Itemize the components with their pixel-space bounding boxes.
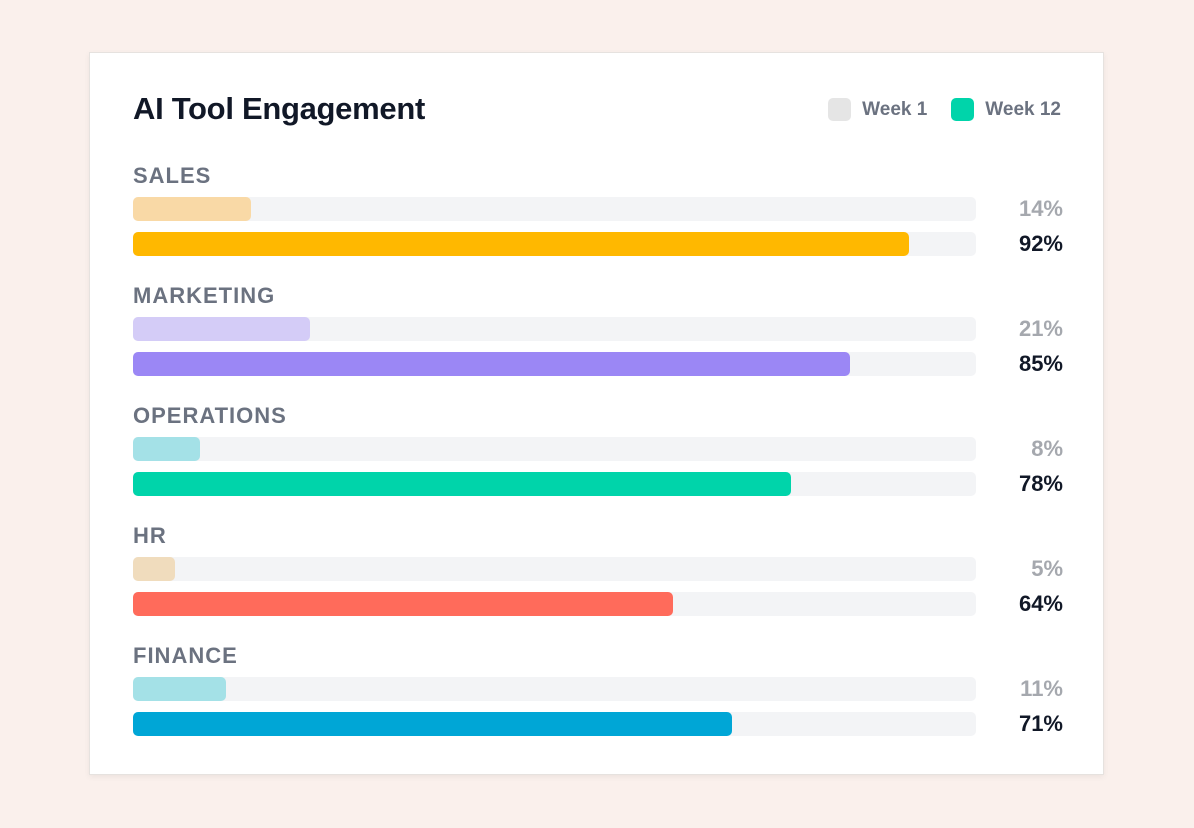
legend: Week 1 Week 12 bbox=[804, 98, 1061, 121]
bar-operations-week-1 bbox=[133, 437, 201, 461]
bar-track bbox=[133, 437, 976, 461]
bar-track bbox=[133, 472, 976, 496]
category-group-sales: SALES 14% 92% bbox=[133, 161, 1063, 281]
bar-row-week-12: 64% bbox=[133, 592, 1063, 616]
bar-track bbox=[133, 197, 976, 221]
chart-card: AI Tool Engagement Week 1 Week 12 SALES 1… bbox=[89, 52, 1104, 775]
chart-title: AI Tool Engagement bbox=[133, 91, 425, 126]
legend-swatch-week-12 bbox=[951, 98, 975, 121]
bar-row-week-1: 21% bbox=[133, 317, 1063, 341]
category-group-marketing: MARKETING 21% 85% bbox=[133, 281, 1063, 401]
bar-track bbox=[133, 232, 976, 256]
value-label-week-1: 21% bbox=[1018, 316, 1063, 341]
value-label-week-1: 14% bbox=[1018, 196, 1063, 221]
bar-marketing-week-12 bbox=[133, 352, 850, 376]
bar-row-week-12: 92% bbox=[133, 232, 1063, 256]
category-label: MARKETING bbox=[133, 283, 276, 308]
bar-hr-week-1 bbox=[133, 557, 176, 581]
value-label-week-1: 5% bbox=[1031, 556, 1063, 581]
value-label-week-1: 11% bbox=[1020, 676, 1063, 701]
bar-row-week-1: 14% bbox=[133, 197, 1063, 221]
legend-item-week-1: Week 1 bbox=[828, 98, 927, 121]
bar-row-week-1: 8% bbox=[133, 437, 1063, 461]
bar-row-week-1: 11% bbox=[133, 677, 1063, 701]
bar-groups: SALES 14% 92% MARKETING 21% 85% OPERATIONS 8% 78… bbox=[133, 161, 1063, 761]
value-label-week-12: 85% bbox=[1018, 351, 1063, 376]
legend-item-week-12: Week 12 bbox=[951, 98, 1061, 121]
bar-marketing-week-1 bbox=[133, 317, 311, 341]
bar-row-week-12: 85% bbox=[133, 352, 1063, 376]
bar-hr-week-12 bbox=[133, 592, 673, 616]
bar-finance-week-12 bbox=[133, 712, 732, 736]
bar-track bbox=[133, 677, 976, 701]
value-label-week-12: 71% bbox=[1018, 711, 1063, 736]
value-label-week-12: 78% bbox=[1018, 471, 1063, 496]
legend-swatch-week-1 bbox=[828, 98, 852, 121]
bar-track bbox=[133, 712, 976, 736]
bar-track bbox=[133, 317, 976, 341]
bar-sales-week-1 bbox=[133, 197, 252, 221]
value-label-week-12: 92% bbox=[1018, 231, 1063, 256]
bar-operations-week-12 bbox=[133, 472, 791, 496]
category-label: FINANCE bbox=[133, 643, 238, 668]
category-group-hr: HR 5% 64% bbox=[133, 521, 1063, 641]
bar-track bbox=[133, 592, 976, 616]
bar-finance-week-1 bbox=[133, 677, 226, 701]
category-label: OPERATIONS bbox=[133, 403, 287, 428]
category-group-operations: OPERATIONS 8% 78% bbox=[133, 401, 1063, 521]
legend-label-week-12: Week 12 bbox=[985, 98, 1061, 120]
category-label: SALES bbox=[133, 163, 212, 188]
legend-label-week-1: Week 1 bbox=[862, 98, 928, 120]
bar-track bbox=[133, 557, 976, 581]
bar-row-week-1: 5% bbox=[133, 557, 1063, 581]
value-label-week-1: 8% bbox=[1031, 436, 1063, 461]
bar-row-week-12: 71% bbox=[133, 712, 1063, 736]
bar-row-week-12: 78% bbox=[133, 472, 1063, 496]
bar-sales-week-12 bbox=[133, 232, 909, 256]
bar-track bbox=[133, 352, 976, 376]
category-label: HR bbox=[133, 523, 167, 548]
category-group-finance: FINANCE 11% 71% bbox=[133, 641, 1063, 761]
value-label-week-12: 64% bbox=[1018, 591, 1063, 616]
